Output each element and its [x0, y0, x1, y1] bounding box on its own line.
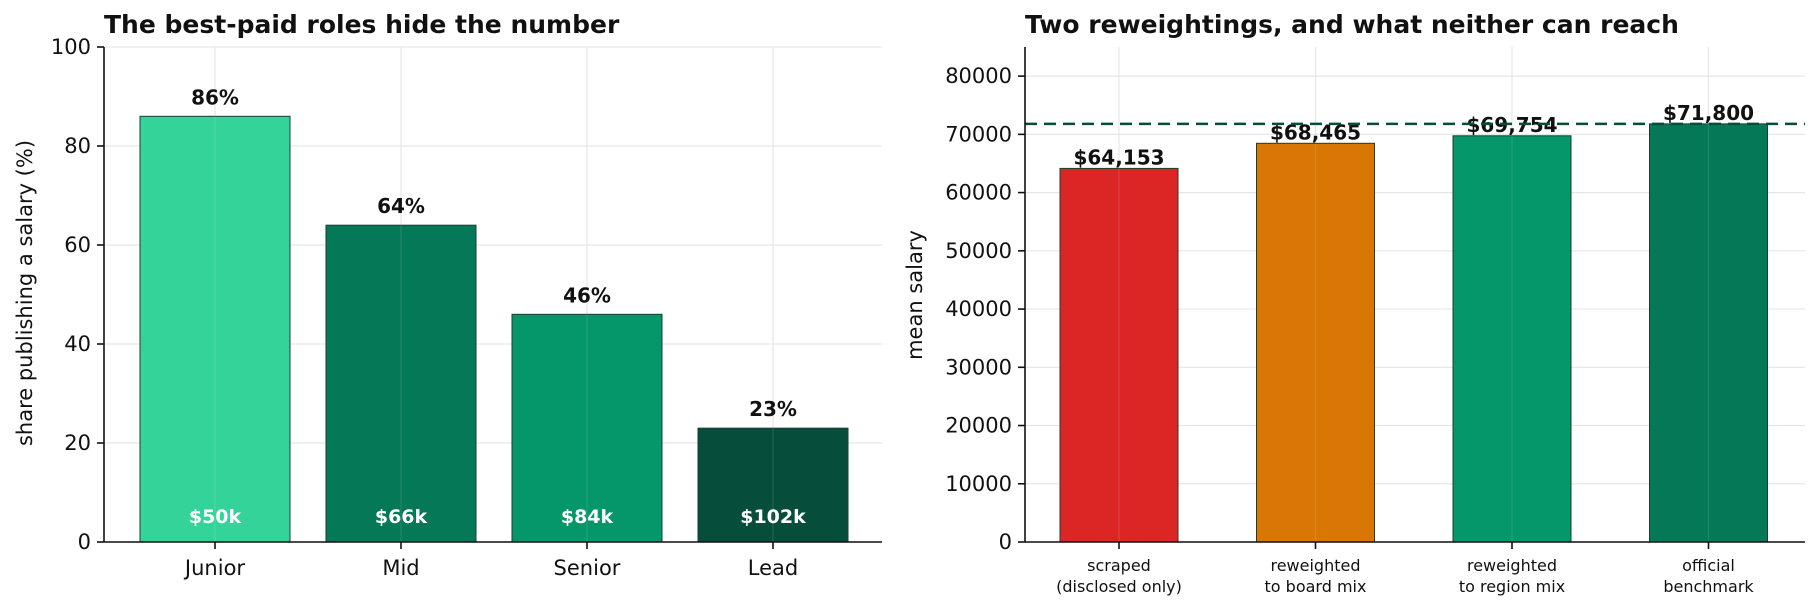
chart-left-bar: [325, 224, 477, 543]
chart-left-x-ticks: Junior Mid Senior Lead: [183, 542, 798, 580]
chart-left-value-label: 23%: [749, 397, 797, 421]
chart-right-bar: [1649, 123, 1768, 543]
chart-right-y-tick-label: 70000: [945, 122, 1012, 146]
chart-right-y-tick-label: 80000: [945, 64, 1012, 88]
chart-right-bars: $64,153$68,465 $69,754 $71,800: [1059, 101, 1768, 543]
chart-right-x-tick-label: reweighted: [1467, 556, 1557, 575]
chart-right-y-tick-label: 20000: [945, 414, 1012, 438]
chart-left-inner-label: $66k: [375, 506, 428, 528]
chart-left-inner-label: $50k: [189, 506, 242, 528]
chart-left: The best-paid roles hide the number shar…: [13, 10, 882, 580]
chart-left-x-tick-label: Mid: [382, 556, 419, 580]
chart-right-value-label: $64,153: [1073, 145, 1164, 169]
chart-right-y-tick-label: 0: [999, 530, 1012, 554]
chart-right-x-tick-label: official: [1682, 556, 1735, 575]
chart-right-x-tick-label: to board mix: [1265, 577, 1367, 596]
chart-right-y-tick-label: 10000: [945, 472, 1012, 496]
chart-left-y-tick-label: 80: [64, 134, 91, 158]
chart-right-y-tick-label: 50000: [945, 239, 1012, 263]
chart-left-value-label: 64%: [377, 194, 425, 218]
chart-left-y-tick-label: 20: [64, 431, 91, 455]
chart-right-x-tick-label: (disclosed only): [1056, 577, 1182, 596]
chart-left-y-axis-label: share publishing a salary (%): [13, 140, 37, 446]
chart-left-inner-label: $84k: [561, 506, 614, 528]
chart-left-bar: [139, 115, 291, 543]
chart-right-title: Two reweightings, and what neither can r…: [1025, 10, 1679, 39]
chart-left-x-tick-label: Senior: [554, 556, 621, 580]
chart-left-bars: 86% $50k 64% $66k 46% $84k 23% $102k: [139, 85, 849, 543]
chart-left-bar: [511, 313, 663, 543]
chart-right-axes: [1024, 47, 1805, 543]
chart-right-y-ticks: 0 10000 20000 30000 40000 50000 60000 70000 8000…: [945, 64, 1025, 554]
chart-left-y-ticks: 0 20 40 60 80 100: [51, 35, 104, 554]
chart-left-y-tick-label: 40: [64, 332, 91, 356]
chart-right-x-tick-label: scraped: [1087, 556, 1151, 575]
chart-left-inner-label: $102k: [740, 506, 806, 528]
chart-left-y-tick-label: 0: [78, 530, 91, 554]
chart-right-y-tick-label: 40000: [945, 297, 1012, 321]
chart-left-value-label: 46%: [563, 283, 611, 307]
chart-right: Two reweightings, and what neither can r…: [903, 10, 1805, 596]
chart-left-x-tick-label: Lead: [748, 556, 798, 580]
chart-right-y-tick-label: 30000: [945, 355, 1012, 379]
chart-right-x-tick-label: reweighted: [1270, 556, 1360, 575]
chart-left-value-label: 86%: [191, 85, 239, 109]
chart-left-x-tick-label: Junior: [183, 556, 245, 580]
chart-left-y-tick-label: 60: [64, 233, 91, 257]
chart-right-bar: [1256, 142, 1375, 543]
chart-right-bar: [1452, 135, 1572, 543]
chart-right-bar: [1059, 167, 1179, 543]
chart-right-x-tick-label: to region mix: [1459, 577, 1565, 596]
chart-right-value-label: $71,800: [1663, 101, 1754, 125]
chart-right-x-ticks: scraped (disclosed only) reweighted to boar…: [1056, 542, 1754, 596]
chart-right-y-tick-label: 60000: [945, 181, 1012, 205]
chart-left-y-tick-label: 100: [51, 35, 91, 59]
chart-right-x-tick-label: benchmark: [1663, 577, 1754, 596]
chart-right-y-axis-label: mean salary: [903, 230, 927, 360]
chart-left-title: The best-paid roles hide the number: [104, 10, 620, 39]
chart-left-axes: [103, 47, 882, 543]
